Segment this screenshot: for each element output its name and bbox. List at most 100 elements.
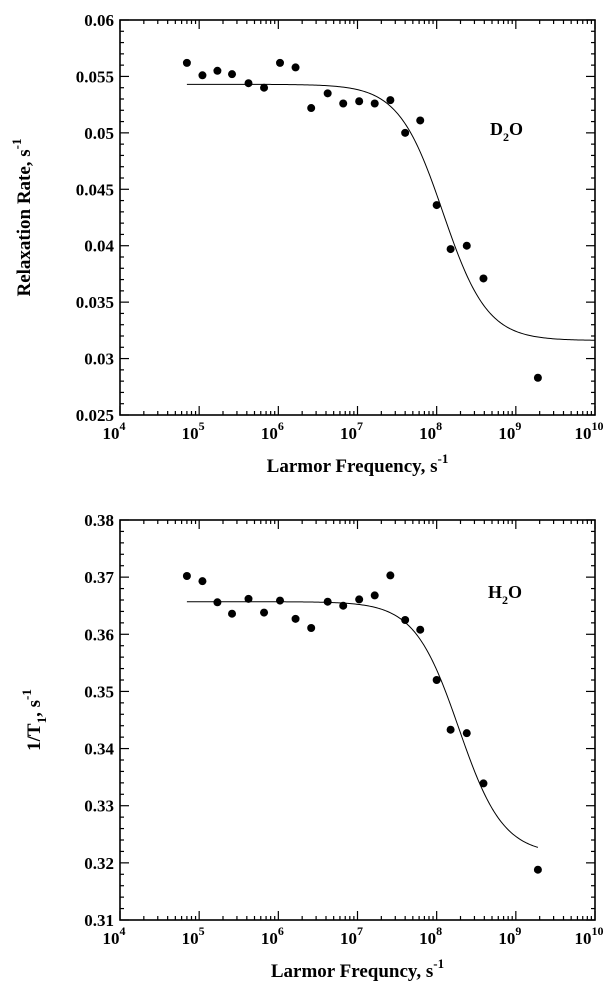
data-point: [370, 99, 379, 108]
data-point: [291, 63, 300, 72]
x-tick-base: 10: [419, 424, 436, 443]
x-tick-label: 109: [498, 924, 521, 948]
x-tick-base: 10: [340, 424, 357, 443]
x-tick-exponent: 5: [199, 924, 205, 938]
y-axis-title: 1/T1, s-1: [19, 689, 49, 751]
data-point: [213, 66, 222, 75]
x-tick-exponent: 6: [278, 419, 284, 433]
data-point: [446, 245, 455, 254]
panel-label-end: O: [508, 582, 522, 602]
x-tick-base: 10: [498, 424, 515, 443]
x-tick-label: 104: [103, 419, 126, 443]
data-point: [401, 616, 410, 624]
x-axis-title-sup: -1: [437, 451, 448, 466]
y-axis-title-sup: -1: [19, 689, 34, 700]
y-tick-label: 0.05: [84, 124, 114, 143]
x-tick-label: 107: [340, 419, 363, 443]
y-axis-title-text: Relaxation Rate, s: [14, 149, 35, 296]
x-tick-label: 107: [340, 924, 363, 948]
y-axis-title-end: , s: [24, 700, 45, 717]
panel-label-main: D: [490, 119, 503, 139]
fit-curve: [186, 601, 539, 848]
panel-label-sub: 2: [502, 593, 508, 607]
y-tick-label: 0.06: [84, 11, 114, 30]
data-point: [533, 373, 542, 382]
x-tick-label: 105: [182, 419, 205, 443]
data-point: [370, 591, 379, 600]
x-axis-title-sup: -1: [433, 956, 444, 971]
data-point: [276, 596, 285, 605]
x-tick-base: 10: [103, 424, 120, 443]
data-point: [198, 71, 207, 80]
y-tick-label: 0.33: [84, 797, 114, 816]
data-point: [462, 729, 471, 738]
data-point: [323, 597, 332, 606]
x-tick-base: 10: [261, 929, 278, 948]
panel-label: D2O: [490, 119, 523, 144]
x-tick-exponent: 4: [120, 419, 126, 433]
data-point: [386, 96, 395, 105]
panel-label-sub: 2: [503, 130, 509, 144]
x-tick-exponent: 10: [592, 419, 604, 433]
data-point: [182, 58, 191, 67]
y-tick-label: 0.055: [76, 67, 114, 86]
x-tick-base: 10: [103, 929, 120, 948]
x-tick-exponent: 8: [436, 419, 442, 433]
data-point: [479, 274, 488, 283]
x-tick-exponent: 9: [515, 924, 521, 938]
x-tick-base: 10: [498, 929, 515, 948]
x-tick-exponent: 10: [592, 924, 604, 938]
chart-panel-2: 104 105 106 107 108 109 10100.310.320.330.340.…: [19, 511, 604, 982]
y-tick-label: 0.34: [84, 740, 114, 759]
data-point: [276, 58, 285, 67]
x-axis-title: Larmor Frequency, s-1: [267, 451, 449, 477]
data-point: [228, 70, 237, 79]
x-tick-label: 106: [261, 419, 284, 443]
data-point: [307, 104, 316, 113]
y-tick-label: 0.03: [84, 350, 114, 369]
x-tick-label: 109: [498, 419, 521, 443]
plot-frame: [119, 19, 596, 416]
x-tick-exponent: 8: [436, 924, 442, 938]
x-axis-title-text: Larmor Frequency, s: [267, 456, 438, 477]
data-point: [213, 598, 222, 607]
x-tick-label: 108: [419, 419, 442, 443]
x-tick-label: 1010: [575, 419, 604, 443]
fit-curve: [186, 83, 596, 341]
x-tick-base: 10: [261, 424, 278, 443]
y-tick-label: 0.36: [84, 625, 114, 644]
y-tick-label: 0.37: [84, 568, 114, 587]
x-tick-label: 106: [261, 924, 284, 948]
y-tick-label: 0.025: [76, 406, 114, 425]
panel-label-end: O: [509, 119, 523, 139]
y-axis-title: Relaxation Rate, s-1: [9, 138, 35, 296]
y-axis-title-text: 1/T: [24, 723, 45, 751]
y-tick-label: 0.32: [84, 854, 114, 873]
x-tick-exponent: 7: [357, 419, 363, 433]
y-tick-label: 0.035: [76, 293, 114, 312]
x-tick-base: 10: [575, 424, 592, 443]
data-point: [228, 609, 237, 618]
data-point: [479, 779, 488, 788]
data-point: [533, 865, 542, 874]
data-point: [446, 725, 455, 734]
x-tick-exponent: 5: [199, 419, 205, 433]
x-tick-base: 10: [182, 929, 199, 948]
data-point: [244, 79, 253, 88]
x-tick-label: 108: [419, 924, 442, 948]
data-point: [198, 577, 207, 586]
x-tick-exponent: 7: [357, 924, 363, 938]
x-tick-exponent: 4: [120, 924, 126, 938]
data-point: [432, 676, 441, 684]
x-tick-label: 105: [182, 924, 205, 948]
data-point: [416, 625, 425, 634]
data-point: [260, 608, 269, 617]
y-axis-title-sup: -1: [9, 138, 24, 149]
x-tick-base: 10: [340, 929, 357, 948]
panel-label-main: H: [488, 582, 502, 602]
x-tick-label: 1010: [575, 924, 604, 948]
chart-panel-1: 104 105 106 107 108 109 10100.0250.030.0350.04…: [9, 11, 604, 477]
data-point: [386, 571, 395, 580]
data-point: [244, 594, 253, 603]
